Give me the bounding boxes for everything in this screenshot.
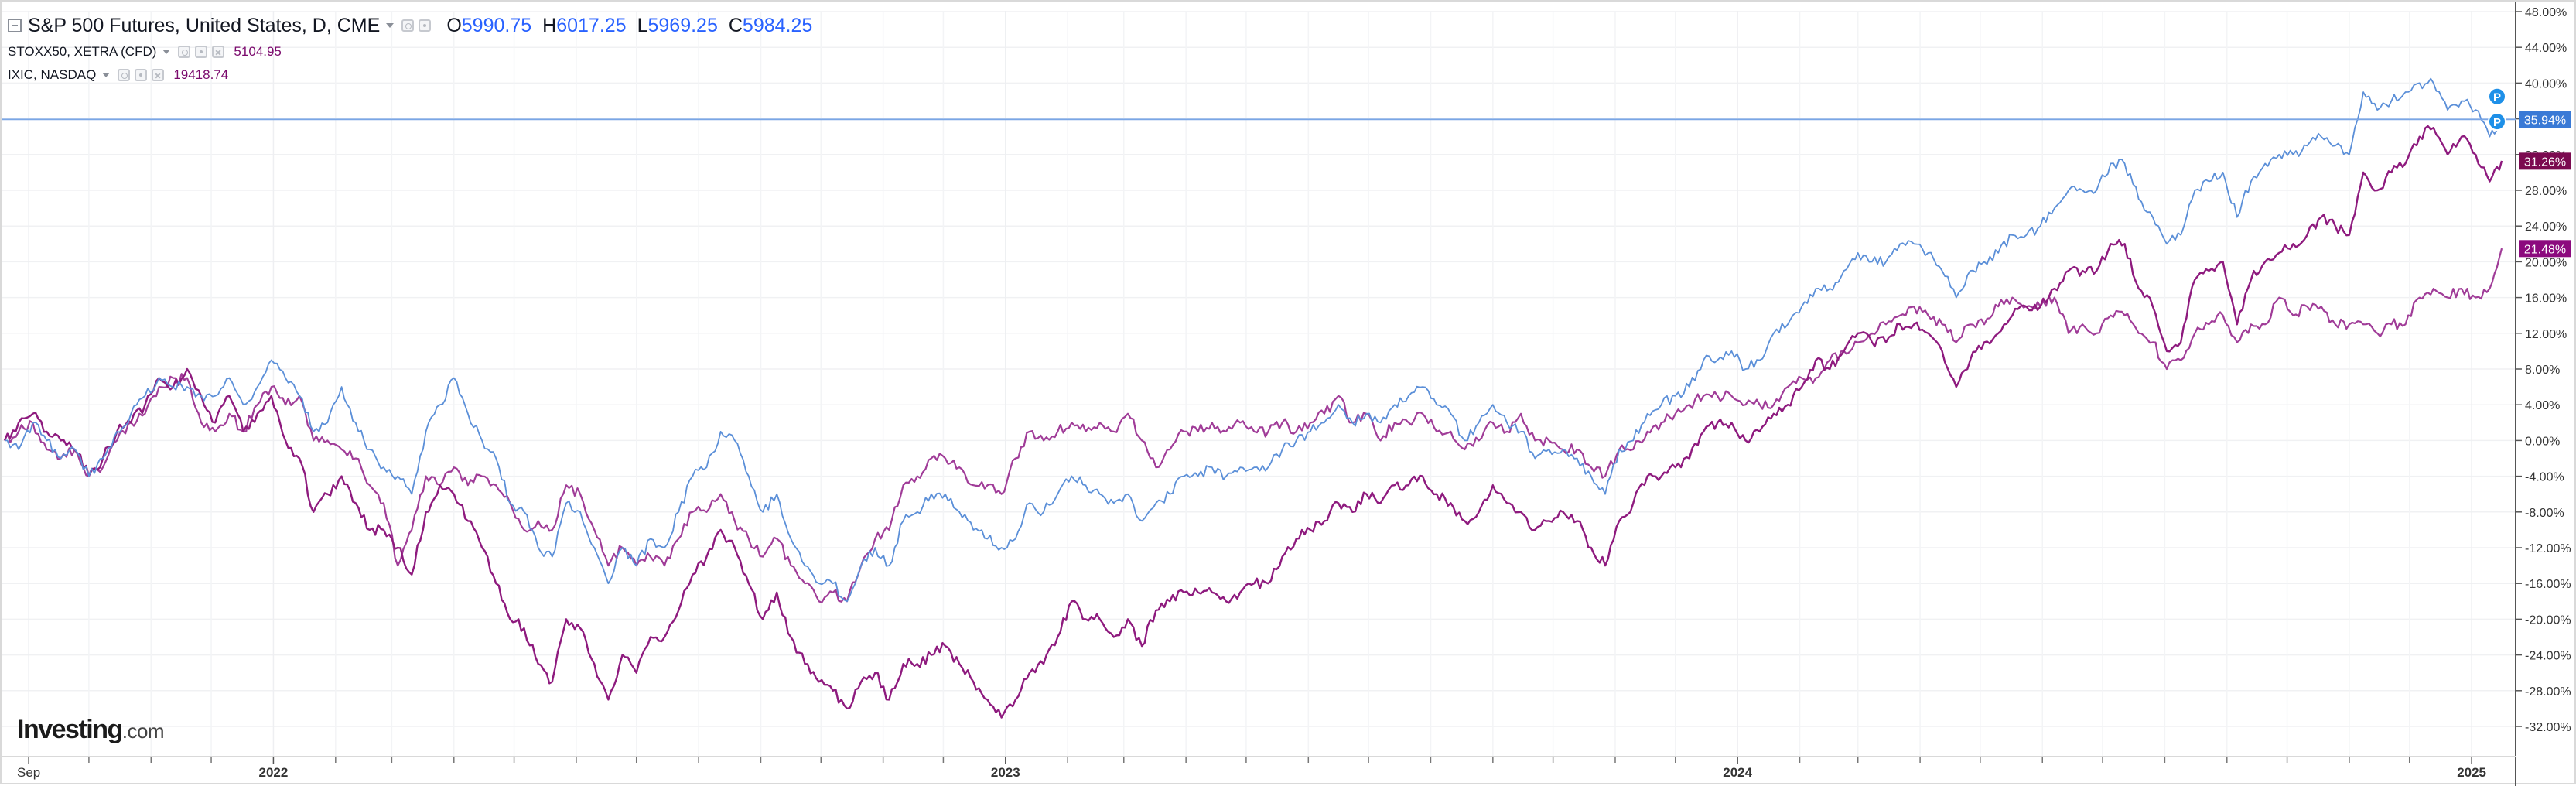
overlay-value-stoxx: 5104.95 (234, 44, 282, 59)
overlay-layer: 35.94% 31.26% 21.48% PP (2, 87, 2571, 258)
overlay-value-ixic: 19418.74 (173, 67, 229, 82)
chevron-down-icon[interactable] (102, 73, 111, 77)
price-badge-label: 31.26% (2524, 155, 2566, 169)
y-tick-label: 4.00% (2525, 399, 2560, 412)
overlay-symbol-stoxx[interactable]: STOXX50, XETRA (CFD) (8, 44, 157, 59)
logo-suffix: .com (121, 719, 165, 743)
time-axis-divider (2, 756, 2516, 757)
chart-legend: S&P 500 Futures, United States, D, CME O… (8, 11, 812, 87)
y-tick-label: -20.00% (2525, 613, 2571, 627)
close-icon[interactable] (152, 69, 165, 81)
close-label: C (728, 14, 743, 36)
grid-layer (2, 11, 2516, 756)
y-tick-label: 28.00% (2525, 185, 2567, 198)
visibility-icon[interactable] (178, 46, 191, 58)
low-label: L (637, 14, 648, 36)
y-tick-label: 0.00% (2525, 435, 2560, 448)
y-tick-label: 8.00% (2525, 364, 2560, 377)
event-marker[interactable]: P (2488, 112, 2506, 132)
x-tick-label: Sep (17, 765, 40, 780)
series-line-ixic[interactable] (3, 125, 2503, 719)
logo-brand: Investing (17, 715, 123, 744)
low-value: 5969.25 (647, 14, 718, 36)
y-tick-label: 12.00% (2525, 328, 2567, 341)
legend-overlay-row-ixic: IXIC, NASDAQ 19418.74 (8, 63, 812, 87)
series-line-stoxx[interactable] (3, 248, 2503, 603)
marker-circle[interactable] (2488, 87, 2506, 106)
y-tick-label: -8.00% (2525, 507, 2564, 520)
x-tick-label: 2023 (991, 765, 1020, 780)
chevron-down-icon[interactable] (162, 50, 171, 54)
y-tick-label: -24.00% (2525, 650, 2571, 663)
y-tick-label: 48.00% (2525, 6, 2567, 19)
settings-icon[interactable] (195, 46, 208, 58)
price-badge-ixic: 31.26% (2519, 152, 2571, 170)
x-tick-label: 2022 (259, 765, 289, 780)
y-tick-label: -28.00% (2525, 685, 2571, 699)
price-badge-label: 35.94% (2524, 114, 2566, 127)
y-tick-label: -12.00% (2525, 542, 2571, 555)
axis-layer: 48.00%44.00%40.00%36.00%32.00%28.00%24.0… (17, 2, 2571, 786)
investing-logo: Investing.com (17, 715, 165, 745)
visibility-icon[interactable] (118, 69, 131, 81)
x-tick-label: 2024 (1723, 765, 1752, 780)
y-tick-label: -32.00% (2525, 721, 2571, 734)
visibility-icon[interactable] (401, 19, 415, 32)
marker-label[interactable]: P (2493, 91, 2501, 104)
high-label: H (542, 14, 557, 36)
series-line-spx[interactable] (5, 77, 2503, 603)
open-label: O (446, 14, 462, 36)
overlay-symbol-ixic[interactable]: IXIC, NASDAQ (8, 67, 97, 82)
high-value: 6017.25 (556, 14, 627, 36)
collapse-legend-icon[interactable] (8, 19, 22, 32)
price-badge-bg (2519, 152, 2571, 170)
price-badge-label: 21.48% (2524, 243, 2566, 256)
settings-icon[interactable] (419, 19, 432, 32)
close-value: 5984.25 (742, 14, 813, 36)
y-tick-label: -4.00% (2525, 471, 2564, 484)
y-tick-label: 44.00% (2525, 42, 2567, 55)
price-badge-stoxx: 21.48% (2519, 240, 2571, 258)
price-badge-spx: 35.94% (2519, 111, 2571, 128)
price-badge-bg (2519, 111, 2571, 128)
y-tick-label: 16.00% (2525, 292, 2567, 306)
y-tick-label: 20.00% (2525, 256, 2567, 269)
settings-icon[interactable] (135, 69, 148, 81)
marker-label[interactable]: P (2493, 116, 2501, 129)
marker-circle[interactable] (2488, 112, 2506, 132)
chevron-down-icon[interactable] (386, 23, 395, 28)
y-tick-label: 40.00% (2525, 77, 2567, 91)
y-tick-label: -16.00% (2525, 578, 2571, 591)
legend-main-row: S&P 500 Futures, United States, D, CME O… (8, 11, 812, 40)
event-marker[interactable]: P (2488, 87, 2506, 106)
close-icon[interactable] (212, 46, 225, 58)
price-badge-bg (2519, 240, 2571, 258)
open-value: 5990.75 (461, 14, 532, 36)
main-symbol-title[interactable]: S&P 500 Futures, United States, D, CME (28, 14, 381, 36)
x-tick-label: 2025 (2457, 765, 2486, 780)
series-layer (3, 77, 2503, 719)
legend-overlay-row-stoxx: STOXX50, XETRA (CFD) 5104.95 (8, 40, 812, 63)
y-tick-label: 24.00% (2525, 220, 2567, 234)
